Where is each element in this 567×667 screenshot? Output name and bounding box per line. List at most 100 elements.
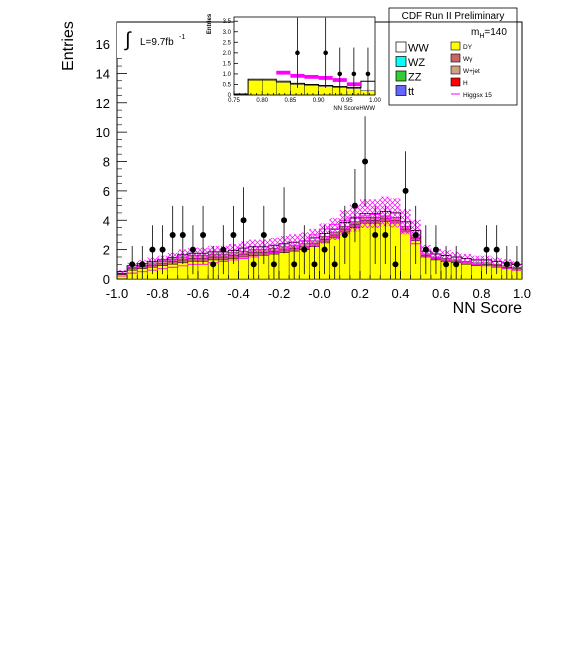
data-point-31 — [443, 261, 450, 268]
y-tick-label-0: 0 — [228, 93, 232, 99]
legend-label-ww: WW — [408, 43, 429, 55]
legend-label-w: Wγ — [463, 56, 473, 63]
data-point-12 — [250, 261, 257, 268]
data-point-18 — [311, 261, 318, 268]
y-tick-label-6: 12 — [96, 96, 110, 111]
y-tick-label-5: 10 — [96, 125, 110, 140]
legend-label-tt: tt — [408, 86, 414, 98]
legend-right-column: DY Wγ W+jet H Higgsx 15 — [450, 41, 492, 99]
main-plot: -1.0 -0.8 -0.6 -0.4 -0.2 -0.0 0.2 0.4 0.6 0.8 1.0 … — [60, 21, 531, 317]
y-axis-label: Entries — [60, 21, 77, 71]
bar-dy-5 — [304, 85, 319, 96]
x-axis-label: NN Score — [453, 300, 522, 317]
data-point-15 — [281, 217, 288, 224]
data-point-3 — [351, 71, 357, 77]
legend-swatch-wjet — [450, 65, 461, 75]
data-point-13 — [260, 231, 267, 238]
data-point-2 — [149, 246, 156, 253]
data-point-4 — [169, 231, 176, 238]
inset-y-axis-label: Entries — [207, 13, 213, 34]
x-tick-label-5: 1.00 — [369, 98, 381, 104]
bar-dy-35 — [471, 265, 482, 280]
data-point-4 — [365, 71, 371, 77]
header-title: CDF Run II Preliminary — [402, 11, 505, 22]
bar-dy-1 — [247, 80, 263, 96]
bar-dy-12 — [238, 256, 249, 280]
x-tick-label-1: -0.8 — [146, 286, 168, 301]
inset-data-points — [295, 17, 371, 95]
data-point-16 — [291, 261, 298, 268]
inset-x-axis-label: NN ScoreHWW — [333, 106, 375, 112]
data-point-33 — [483, 246, 490, 253]
data-point-0 — [129, 261, 136, 268]
data-point-30 — [432, 246, 439, 253]
uncertainty-bin-17 — [289, 234, 300, 251]
legend-box — [388, 21, 518, 106]
mass-label: mH=140 — [471, 27, 507, 40]
data-point-9 — [220, 246, 227, 253]
data-point-25 — [382, 231, 389, 238]
bar-dy-2 — [262, 80, 277, 96]
data-point-8 — [210, 261, 217, 268]
bar-dy-3 — [276, 82, 291, 96]
y-tick-label-7: 14 — [96, 66, 110, 81]
x-tick-label-2: -0.6 — [187, 286, 209, 301]
y-tick-label-1: 2 — [103, 243, 110, 258]
x-tick-label-8: 0.6 — [432, 286, 450, 301]
legend-label-dy: DY — [463, 44, 473, 51]
y-tick-label-2: 1.0 — [223, 72, 232, 78]
legend-swatch-w — [450, 53, 461, 63]
integral-symbol: ∫ — [124, 29, 132, 51]
data-point-32 — [453, 261, 460, 268]
bar-dy-34 — [461, 264, 472, 280]
data-point-20 — [331, 261, 338, 268]
x-tick-label-1: 0.80 — [256, 98, 268, 104]
data-point-7 — [200, 231, 207, 238]
y-tick-label-3: 1.5 — [223, 61, 232, 67]
uncertainty-bin-24 — [360, 199, 371, 229]
data-point-10 — [230, 231, 237, 238]
legend-swatch-wz — [395, 56, 407, 67]
y-tick-label-4: 2.0 — [223, 51, 232, 57]
data-point-19 — [321, 246, 328, 253]
data-point-5 — [179, 231, 186, 238]
y-tick-label-1: 0.5 — [223, 82, 232, 88]
legend: mH=140 WW WZ ZZ tt DY Wγ W+jet H Higgsx 15 — [388, 21, 518, 106]
luminosity-text: L=9.7fb — [140, 37, 174, 48]
data-point-34 — [493, 246, 500, 253]
data-point-26 — [392, 261, 399, 268]
x-tick-label-10: 1.0 — [513, 286, 531, 301]
luminosity-exponent: -1 — [179, 34, 185, 41]
legend-left-column: WW WZ ZZ tt — [395, 41, 429, 98]
data-point-36 — [513, 261, 520, 268]
legend-label-higgsx15: Higgsx 15 — [463, 92, 492, 99]
x-tick-label-4: 0.95 — [341, 98, 353, 104]
main-y-axis: 0 2 4 6 8 10 12 14 16 — [96, 29, 127, 287]
legend-swatch-dy — [450, 41, 461, 51]
data-point-29 — [422, 246, 429, 253]
data-point-28 — [412, 231, 419, 238]
higgs-x15-line — [117, 213, 522, 277]
y-tick-label-5: 2.5 — [223, 40, 232, 46]
x-tick-label-7: 0.4 — [391, 286, 409, 301]
uncertainty-bin-21 — [329, 218, 340, 241]
legend-swatch-h — [450, 77, 461, 87]
data-point-1 — [323, 50, 328, 56]
bar-dy-24 — [359, 222, 371, 280]
data-point-24 — [372, 231, 379, 238]
x-tick-label-0: -1.0 — [106, 286, 128, 301]
x-tick-label-3: 0.90 — [313, 98, 325, 104]
inset-x-axis: 0.75 0.80 0.85 0.90 0.95 1.00 — [228, 91, 381, 104]
x-tick-label-0: 0.75 — [228, 98, 240, 104]
y-tick-label-8: 16 — [96, 37, 110, 52]
data-point-14 — [270, 261, 277, 268]
inset-y-axis: 0 0.5 1.0 1.5 2.0 2.5 3.0 3.5 — [223, 19, 238, 99]
legend-label-wjet: W+jet — [463, 68, 480, 75]
legend-swatch-ww — [395, 41, 407, 53]
data-point-21 — [341, 231, 348, 238]
main-higgs-line — [117, 213, 522, 277]
data-point-17 — [301, 246, 308, 253]
y-tick-label-7: 3.5 — [223, 19, 232, 25]
bar-dy-5 — [167, 264, 178, 280]
